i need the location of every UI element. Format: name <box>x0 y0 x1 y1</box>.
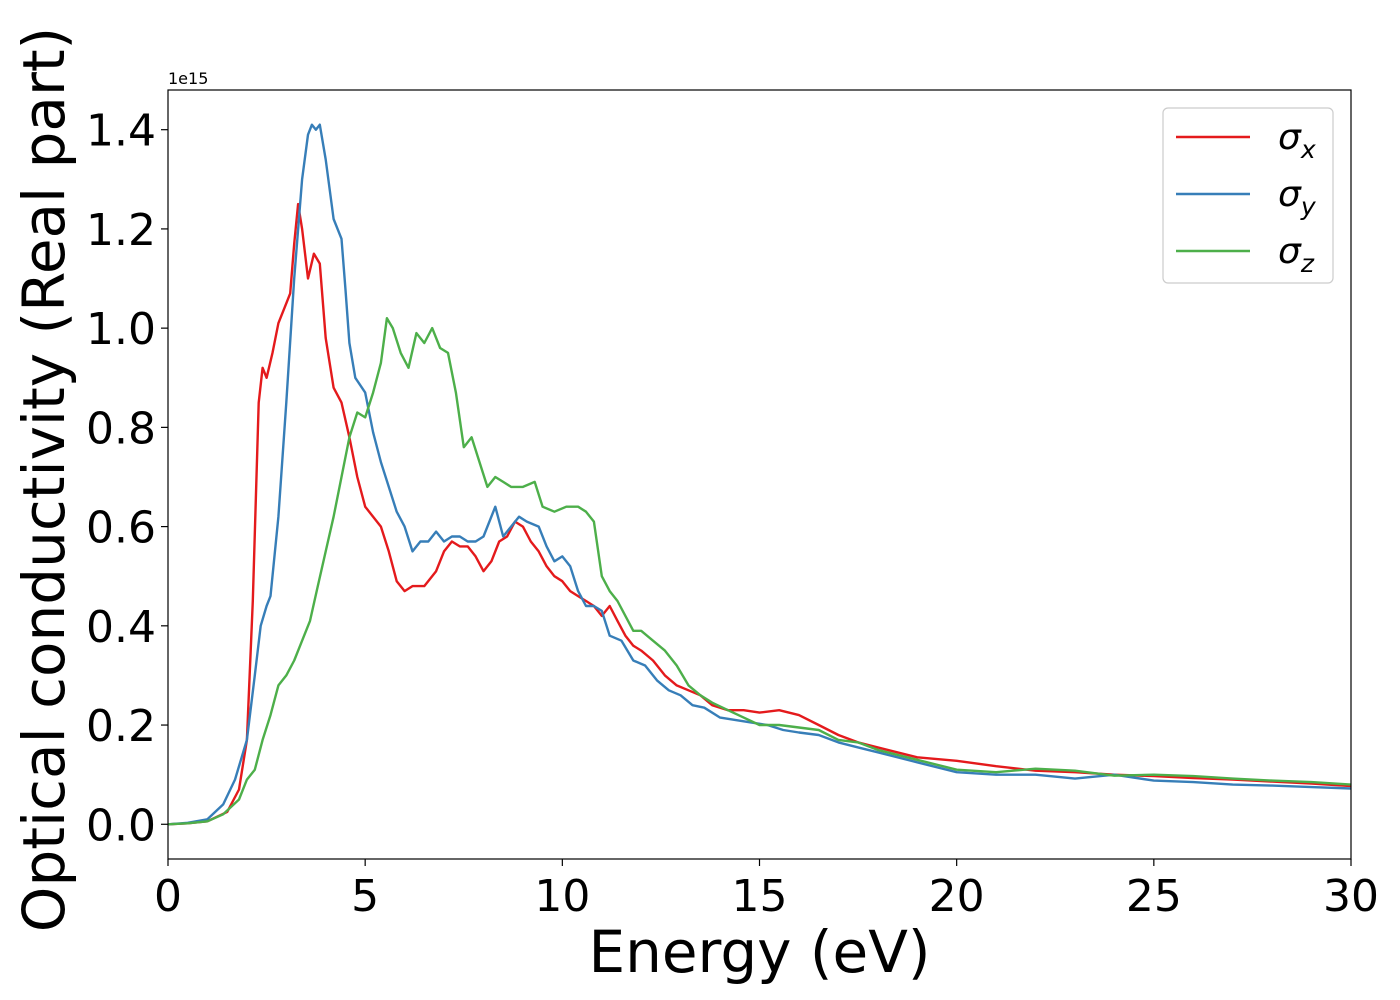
y-tick-label: 0.4 <box>86 602 156 653</box>
x-tick-label: 25 <box>1126 871 1182 922</box>
x-tick-label: 30 <box>1323 871 1379 922</box>
x-tick-label: 10 <box>534 871 590 922</box>
series-layer <box>168 123 1351 826</box>
y-axis-label: Optical conductivity (Real part) <box>10 27 78 932</box>
y-tick-label: 1.0 <box>86 304 156 355</box>
y-tick-label: 1.2 <box>86 205 156 256</box>
x-ticks: 0 5 10 15 20 25 30 <box>154 859 1379 922</box>
y-tick-label: 1.4 <box>86 106 156 157</box>
y-tick-label: 0.8 <box>86 403 156 454</box>
legend-label-sigma-y: σy <box>1278 174 1317 221</box>
legend-box <box>1162 107 1334 284</box>
y-tick-label: 0.2 <box>86 701 156 752</box>
legend: σx σy σz <box>1162 107 1334 284</box>
y-offset-text: 1e15 <box>168 69 208 88</box>
x-tick-label: 20 <box>929 871 985 922</box>
x-axis-label: Energy (eV) <box>588 918 930 986</box>
legend-label-sigma-z: σz <box>1278 231 1315 278</box>
series-line-sigma-y <box>168 123 1351 826</box>
series-line-sigma-z <box>168 317 1351 826</box>
x-tick-label: 15 <box>732 871 788 922</box>
x-tick-label: 0 <box>154 871 182 922</box>
y-tick-label: 0.6 <box>86 503 156 554</box>
legend-label-sigma-x: σx <box>1278 117 1316 164</box>
y-tick-label: 0.0 <box>86 800 156 851</box>
x-tick-label: 5 <box>351 871 379 922</box>
y-ticks: 0.0 0.2 0.4 0.6 0.8 1.0 1.2 1.4 <box>86 106 168 851</box>
